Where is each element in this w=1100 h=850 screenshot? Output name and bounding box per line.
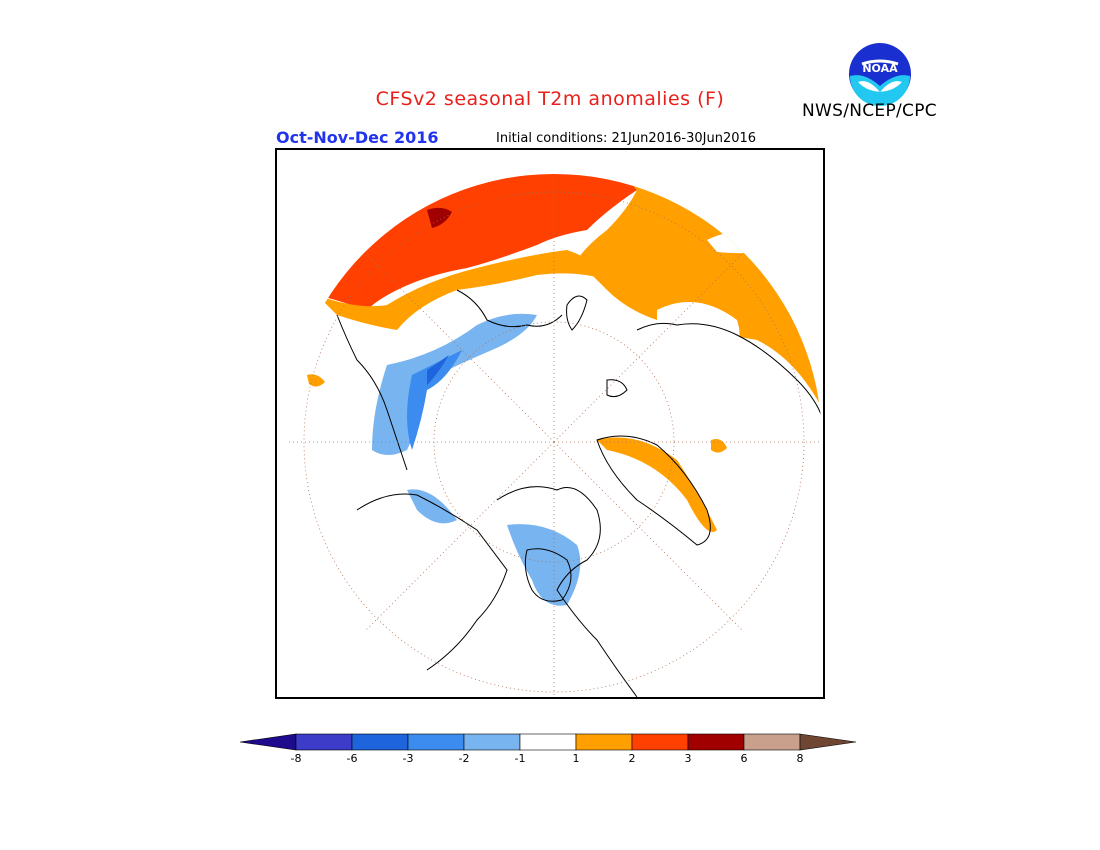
anomaly-warm-2-3 <box>297 174 637 310</box>
legend-swatch <box>631 733 689 751</box>
legend-swatch <box>519 733 577 751</box>
meridian-line-7 <box>553 441 745 633</box>
legend-swatch <box>407 733 465 751</box>
meridian-line-6 <box>363 251 555 443</box>
legend-swatch <box>463 733 521 751</box>
legend-swatch <box>687 733 745 751</box>
meridian-line-8 <box>363 441 555 633</box>
anomaly-warm-3-6 <box>427 207 452 228</box>
legend-swatch <box>743 733 801 751</box>
agency-label: NWS/NCEP/CPC <box>802 101 937 121</box>
legend-tick-label: -6 <box>346 752 358 765</box>
meridian-line-5 <box>553 251 745 443</box>
coastline-asia <box>336 289 563 471</box>
legend-tick-label: 1 <box>572 752 580 765</box>
initial-conditions-label: Initial conditions: 21Jun2016-30Jun2016 <box>496 131 757 146</box>
anomaly-neutral-europe-2 <box>657 302 740 365</box>
latitude-circle-30 <box>303 191 805 693</box>
anomaly-cold-1-2-canada <box>507 524 581 606</box>
legend-tick-label: 2 <box>628 752 636 765</box>
chart-title: CFSv2 seasonal T2m anomalies (F) <box>375 88 725 110</box>
anomaly-cold-1-2-alaska <box>407 489 457 524</box>
coastline-novaya-zemlya <box>566 295 588 331</box>
legend-tick-label: -3 <box>402 752 414 765</box>
coastline-hudson <box>524 548 572 602</box>
anomaly-cold-1-2-pacific <box>372 313 537 455</box>
legend-tick-label: -8 <box>290 752 302 765</box>
noaa-logo: NOAA <box>848 42 912 106</box>
anomaly-warm-1-2-greenland <box>597 437 717 532</box>
legend-swatch <box>351 733 409 751</box>
season-label: Oct-Nov-Dec 2016 <box>276 128 439 147</box>
anomaly-warm-1-2-band <box>317 250 607 330</box>
legend-tick-label: 8 <box>796 752 804 765</box>
color-legend <box>239 732 860 772</box>
noaa-logo-text: NOAA <box>862 62 898 75</box>
legend-tick-label: 6 <box>740 752 748 765</box>
anomaly-cold-3-6-pacific <box>427 355 449 385</box>
legend-swatch <box>575 733 633 751</box>
anomaly-cold-2-3-pacific <box>407 350 462 450</box>
legend-arrow-low <box>239 733 297 751</box>
coastline-alaska <box>356 493 508 671</box>
coastline-canada <box>496 486 638 697</box>
polar-map <box>275 148 825 699</box>
legend-tick-label: -2 <box>458 752 470 765</box>
legend-swatch <box>295 733 353 751</box>
legend-arrow-high <box>799 733 857 751</box>
legend-tick-label: 3 <box>684 752 692 765</box>
anomaly-warm-1-2-iceland <box>711 439 727 453</box>
anomaly-warm-1-2-east <box>577 174 822 410</box>
coastline-svalbard <box>606 379 628 398</box>
coastline-europe <box>636 322 822 421</box>
legend-tick-label: -1 <box>514 752 526 765</box>
coastline-greenland <box>596 435 711 546</box>
anomaly-warm-1-2-scandinavia <box>307 374 325 387</box>
